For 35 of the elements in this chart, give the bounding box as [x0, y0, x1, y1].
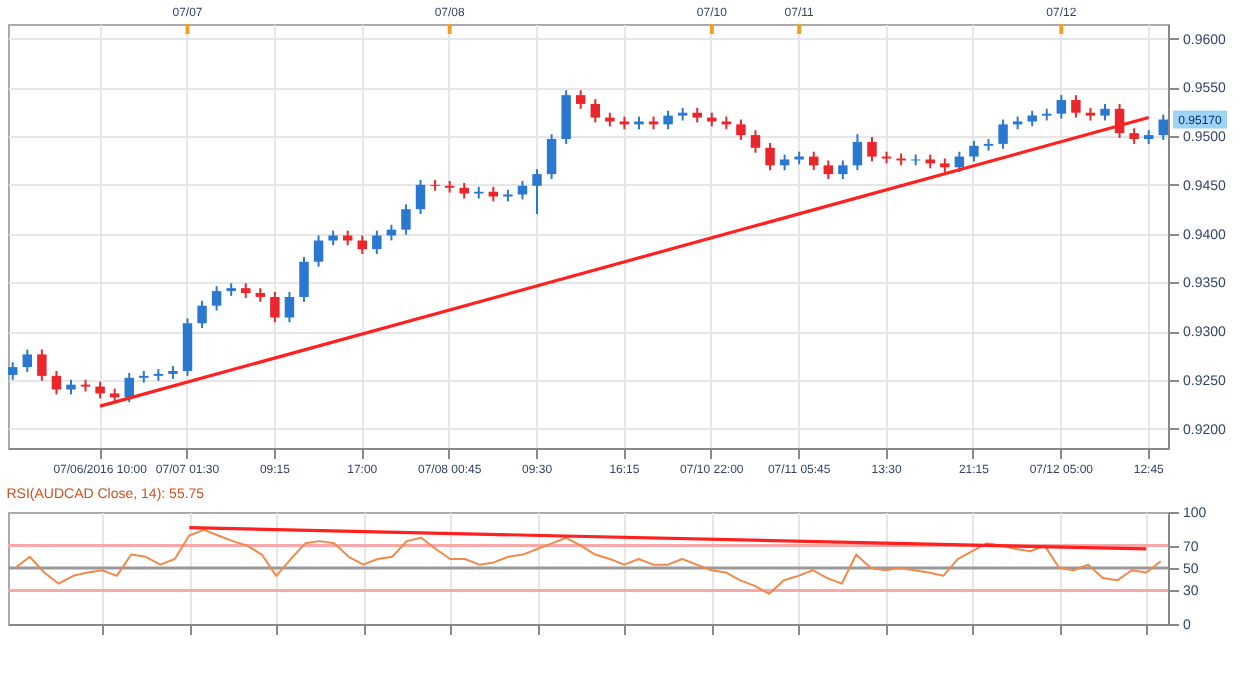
candlestick [372, 229, 382, 256]
candlestick [998, 118, 1008, 150]
candlestick [575, 89, 586, 110]
candlestick [765, 141, 775, 172]
candlestick [22, 348, 33, 373]
candlestick [517, 179, 528, 201]
candlestick [270, 291, 280, 324]
candlestick [182, 317, 193, 377]
candlestick [736, 118, 746, 141]
candlestick [532, 168, 542, 216]
candlestick [1056, 94, 1067, 120]
candlestick [867, 136, 877, 163]
candlestick [750, 129, 761, 154]
candlestick [1158, 113, 1168, 141]
candlestick [284, 291, 295, 324]
candlestick [51, 370, 62, 396]
candlestick [299, 255, 309, 303]
candlestick [838, 159, 848, 180]
candlestick [1071, 94, 1081, 119]
candlestick [852, 133, 863, 172]
candlestick [197, 299, 207, 330]
candlestick [313, 234, 324, 268]
line-series [14, 528, 1162, 595]
candlestick [37, 348, 47, 382]
candlestick [590, 98, 601, 124]
candlestick [823, 159, 834, 180]
candlestick [357, 234, 367, 256]
candlestick [430, 178, 440, 192]
candlestick [561, 89, 571, 145]
candlestick [969, 139, 979, 163]
candlestick [415, 178, 426, 216]
candlestick [211, 285, 222, 312]
candlestick [546, 133, 557, 180]
candlestick [663, 109, 673, 131]
candlestick [401, 203, 411, 236]
